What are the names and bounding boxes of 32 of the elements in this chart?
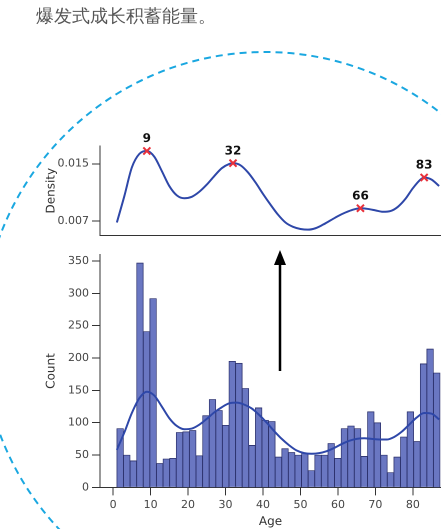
- y-tick-label: 250: [68, 318, 89, 332]
- x-tick-label: 30: [218, 498, 233, 511]
- y-tick-label: 0: [82, 480, 89, 494]
- x-tick-label: 40: [256, 498, 270, 511]
- annotation: 83: [416, 158, 432, 172]
- y-tick-label: 200: [68, 350, 89, 364]
- y-tick-label: 0.007: [58, 214, 89, 227]
- x-tick-label: 0: [110, 498, 117, 511]
- x-tick-label: 60: [330, 498, 345, 511]
- annotation: 32: [224, 143, 242, 158]
- x-tick-label: 70: [368, 498, 382, 511]
- y-tick-label: 50: [75, 448, 89, 461]
- text: 爆发式成长积蓄能量。: [36, 5, 216, 28]
- y-tick-label: 350: [68, 254, 89, 267]
- point: [356, 204, 365, 213]
- x-axis-title: Age: [258, 514, 282, 528]
- y-axis-title: Count: [43, 352, 58, 389]
- point: [228, 158, 238, 168]
- x-tick-label: 50: [293, 498, 308, 511]
- annotation: 9: [142, 131, 152, 146]
- annotation: 66: [352, 188, 369, 202]
- y-tick-label: 100: [68, 416, 89, 429]
- y-tick-label: 300: [68, 286, 89, 300]
- y-tick-label: 150: [68, 383, 89, 396]
- line-series: [116, 390, 440, 455]
- x-tick-label: 20: [181, 498, 196, 511]
- y-tick-label: 0.015: [58, 156, 89, 170]
- point: [142, 146, 152, 156]
- x-tick-label: 80: [406, 498, 420, 511]
- y-axis-title: Density: [43, 168, 58, 214]
- x-tick-label: 10: [144, 498, 158, 511]
- point: [420, 172, 429, 182]
